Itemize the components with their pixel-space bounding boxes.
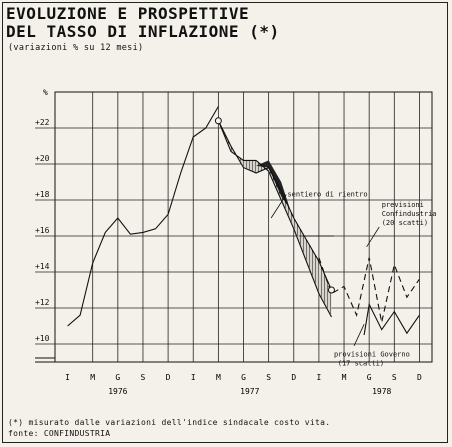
chart-title-line-2: DEL TASSO DI INFLAZIONE (*): [6, 22, 280, 41]
chart-title-line-1: EVOLUZIONE E PROSPETTIVE: [6, 4, 250, 23]
annotation-leader: [270, 194, 287, 219]
x-tick-label: D: [166, 373, 171, 382]
series-line-5: [363, 302, 420, 336]
y-tick-label: +20: [35, 154, 50, 163]
y-tick-label: +18: [35, 190, 50, 199]
series-line-3: [217, 120, 332, 318]
chart-subtitle: (variazioni % su 12 mesi): [8, 43, 144, 53]
x-year-label: 1978: [372, 387, 391, 396]
x-year-label: 1976: [108, 387, 127, 396]
x-tick-label: M: [90, 373, 95, 382]
y-tick-label: +12: [35, 298, 50, 307]
x-tick-label: S: [392, 373, 397, 382]
series-marker: [327, 286, 335, 294]
x-tick-label: G: [115, 373, 120, 382]
x-tick-label: M: [342, 373, 347, 382]
x-tick-label: M: [216, 373, 221, 382]
x-tick-label: D: [417, 373, 422, 382]
annotation-label: previsioni: [382, 201, 424, 209]
x-tick-label: G: [241, 373, 246, 382]
x-year-label: 1977: [240, 387, 259, 396]
series-line-2: [217, 120, 333, 291]
x-tick-label: I: [316, 373, 321, 382]
annotation-label: provisioni Governo: [334, 351, 410, 359]
shaded-band-dark: [256, 160, 290, 209]
chart-grid: [35, 91, 433, 363]
y-tick-label: +10: [35, 334, 50, 343]
chart-frame: [2, 2, 448, 443]
x-tick-label: I: [65, 373, 70, 382]
x-tick-label: S: [141, 373, 146, 382]
x-tick-label: I: [191, 373, 196, 382]
annotation-label: sentiero di rientro: [287, 190, 367, 198]
y-tick-label: +22: [35, 118, 50, 127]
x-tick-label: D: [291, 373, 296, 382]
y-tick-label: +14: [35, 262, 50, 271]
shaded-band: [218, 120, 332, 317]
annotation-label: Confindustria: [382, 210, 437, 218]
series-marker: [214, 117, 222, 125]
chart-shaded-band: [218, 120, 332, 317]
series-line-1: [67, 106, 219, 327]
annotation-leader: [353, 324, 365, 346]
y-unit-label: %: [43, 88, 48, 97]
chart-axes: +10 +12 +14 +16 +18 +20 +22% I M G S D I M G S D I M G S D 197…: [35, 88, 422, 396]
chart-series: [67, 106, 420, 336]
y-tick-label: +16: [35, 226, 50, 235]
series-line-4: [318, 257, 420, 323]
x-tick-label: G: [367, 373, 372, 382]
annotation-label: (20 scatti): [382, 219, 428, 227]
x-tick-label: S: [266, 373, 271, 382]
annotation-label: (17 scatti): [338, 360, 384, 368]
footnote: (*) misurato dalle variazioni dell'indic…: [8, 418, 331, 427]
source-note: fonte: CONFINDUSTRIA: [8, 429, 111, 438]
annotation-leader: [366, 226, 380, 248]
chart-annotations: sentiero di rientro previsioniConfindustr…: [270, 190, 437, 368]
